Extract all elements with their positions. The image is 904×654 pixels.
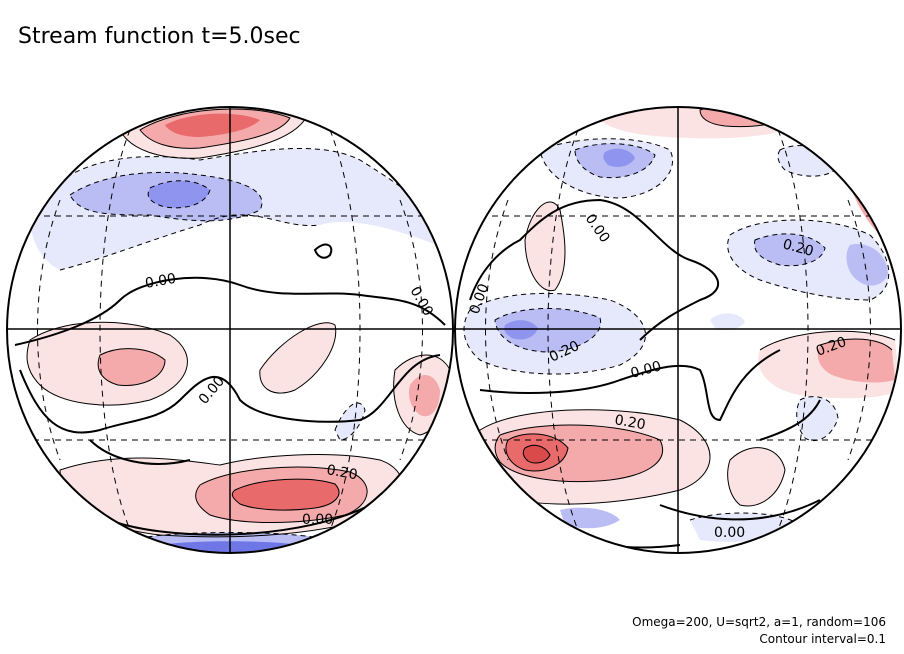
contour-positive <box>522 444 551 464</box>
contour-positive <box>119 107 311 159</box>
contour-positive <box>524 201 566 292</box>
contour-zero <box>469 198 720 341</box>
contour-label: 0.00 <box>629 358 663 382</box>
right-globe: 0.00 0.00 0.20 0.20 0.00 0.20 0.20 0.00 <box>454 106 902 554</box>
contour-negative <box>334 402 366 441</box>
contour-label: 0.00 <box>582 211 613 246</box>
right-positive-region <box>727 447 785 506</box>
meridian-line <box>399 199 423 461</box>
meridian-line <box>37 199 61 461</box>
contour-positive <box>494 424 663 483</box>
left-positive-region <box>165 113 260 137</box>
contour-negative <box>796 396 839 442</box>
left-negative-region <box>148 180 210 208</box>
contour-negative <box>727 219 890 301</box>
contour-positive <box>505 433 569 472</box>
contour-zero <box>659 499 821 521</box>
meridian-line <box>777 129 809 531</box>
contour-label: 0.20 <box>781 236 815 260</box>
right-negative-region <box>710 313 745 330</box>
contour-positive <box>195 466 368 523</box>
contour-label: 0.00 <box>144 271 177 292</box>
left-positive-region <box>408 374 440 417</box>
contour-zero <box>89 439 191 465</box>
contour-positive <box>26 321 188 406</box>
contour-negative <box>494 308 602 353</box>
left-globe: 0.00 0.00 0.00 0.20 0.00 <box>6 106 454 554</box>
right-negative-region <box>796 396 838 441</box>
meridian-line <box>847 199 871 461</box>
contour-positive <box>139 108 291 149</box>
contour-zero <box>479 349 781 422</box>
meridian-line <box>329 129 361 531</box>
left-positive-region <box>259 322 336 394</box>
parameters-caption: Omega=200, U=sqrt2, a=1, random=106 <box>632 615 886 629</box>
right-globe-outline <box>454 106 902 554</box>
contour-label: 0.20 <box>613 412 646 433</box>
meridian-line <box>485 199 509 461</box>
contour-label: 0.00 <box>714 525 745 541</box>
contour-negative <box>539 138 673 199</box>
left-globe-fill <box>7 107 453 553</box>
contour-negative <box>69 171 263 222</box>
right-positive-region <box>523 445 550 463</box>
contour-positive <box>727 447 786 507</box>
contour-negative <box>59 214 321 271</box>
meridian-line <box>99 129 131 531</box>
right-negative-region <box>754 233 825 266</box>
right-negative-region <box>603 148 635 167</box>
contour-negative <box>147 180 211 209</box>
contour-label: 0.20 <box>325 462 358 483</box>
contour-negative <box>777 145 841 177</box>
contour-positive <box>231 478 340 511</box>
contour-zero <box>313 243 333 259</box>
contour-zero <box>19 354 441 434</box>
left-globe-outline <box>6 106 454 554</box>
right-negative-region <box>846 244 888 286</box>
right-positive-region <box>700 107 790 127</box>
figure-title: Stream function t=5.0sec <box>18 24 301 49</box>
right-positive-region <box>817 338 895 383</box>
contour-negative <box>574 143 656 179</box>
right-positive-region <box>525 201 565 291</box>
right-globe-fill <box>455 107 901 553</box>
left-positive-region <box>232 479 339 511</box>
contour-positive <box>819 338 893 351</box>
contour-negative <box>463 292 646 375</box>
right-negative-region <box>504 320 538 340</box>
contour-interval-caption: Contour interval=0.1 <box>759 632 886 646</box>
contour-label: 0.00 <box>302 512 333 528</box>
contour-zero <box>14 276 446 346</box>
meridian-line <box>547 129 579 531</box>
contour-positive <box>259 322 337 394</box>
contour-negative <box>753 233 826 267</box>
left-positive-region <box>98 348 165 386</box>
contour-positive <box>759 330 896 351</box>
